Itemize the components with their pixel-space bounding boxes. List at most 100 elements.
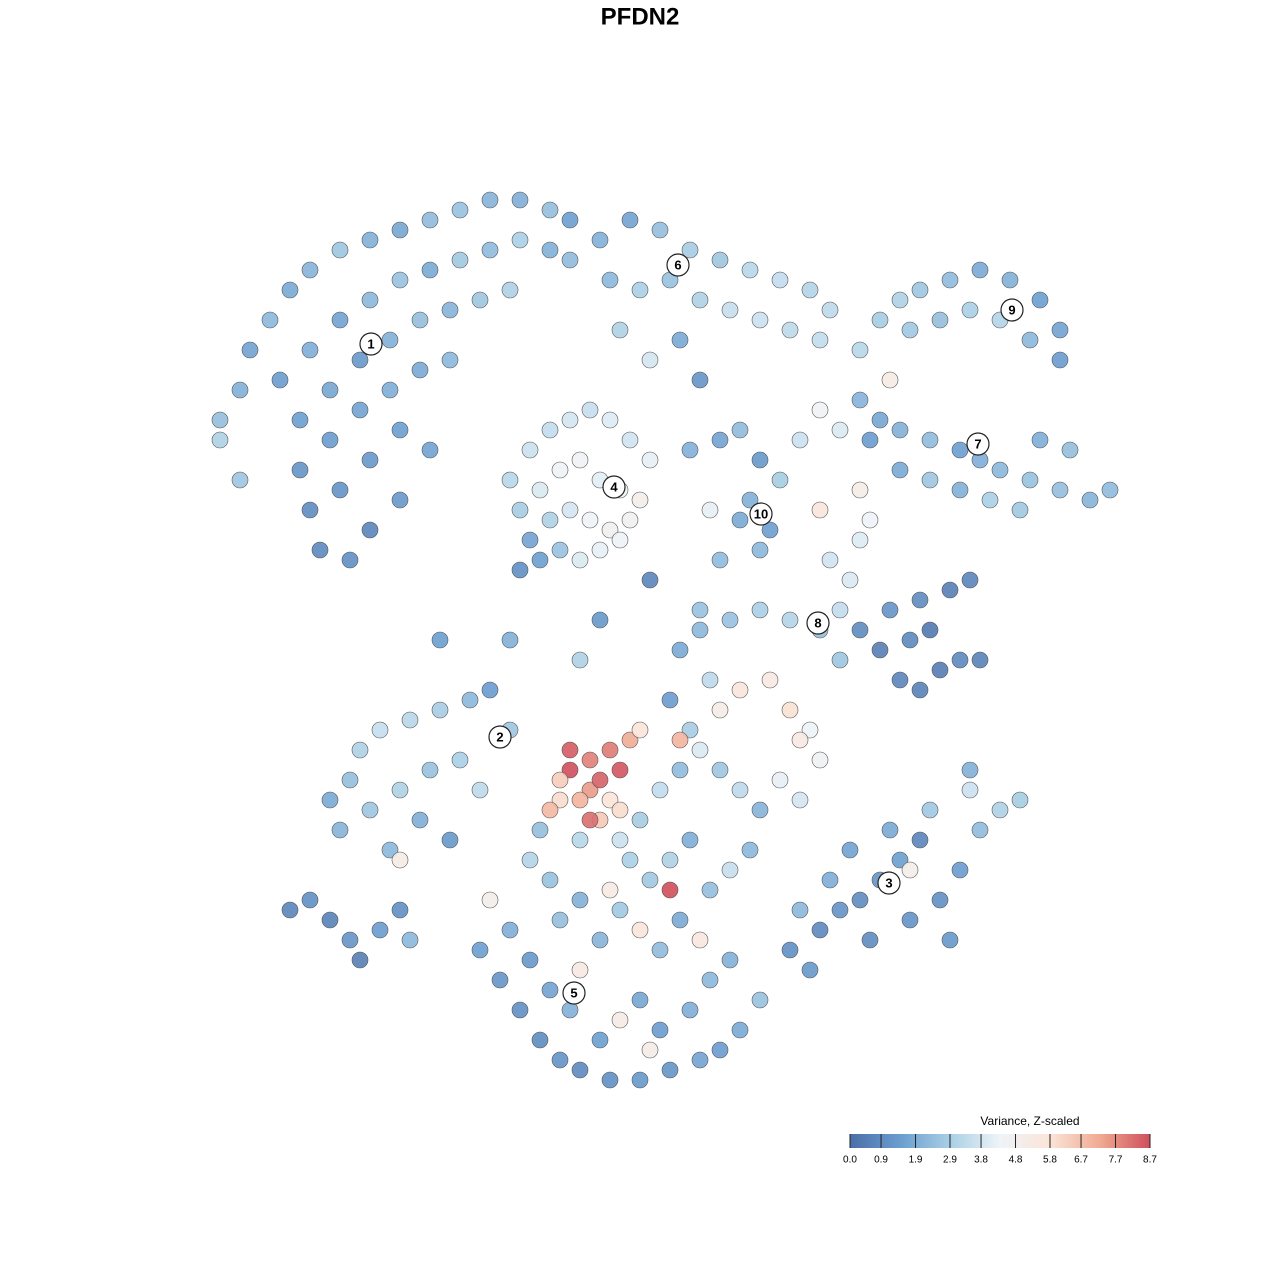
- cell-point: [451, 201, 469, 219]
- cell-point: [641, 1041, 659, 1059]
- cell-point: [821, 551, 839, 569]
- cell-point: [521, 851, 539, 869]
- cell-point: [681, 241, 699, 259]
- chart-title: PFDN2: [601, 3, 680, 30]
- cell-point: [791, 901, 809, 919]
- cell-point: [731, 781, 749, 799]
- cell-point: [701, 671, 719, 689]
- cell-point: [551, 541, 569, 559]
- cell-point: [981, 491, 999, 509]
- cell-point: [231, 381, 249, 399]
- cell-point: [491, 971, 509, 989]
- cell-point: [871, 311, 889, 329]
- cell-point: [761, 671, 779, 689]
- cell-point: [1031, 291, 1049, 309]
- cell-point: [621, 511, 639, 529]
- cell-point: [541, 871, 559, 889]
- cell-point: [561, 501, 579, 519]
- cell-point: [631, 281, 649, 299]
- cell-point: [991, 801, 1009, 819]
- cell-point: [901, 911, 919, 929]
- cell-point: [561, 741, 579, 759]
- cell-point: [591, 1031, 609, 1049]
- cell-point: [711, 431, 729, 449]
- cluster-label-badge: [666, 253, 690, 277]
- cell-point: [601, 881, 619, 899]
- cell-point: [551, 791, 569, 809]
- cell-point: [891, 851, 909, 869]
- cell-point: [731, 681, 749, 699]
- colorbar-tick-label: 3.8: [974, 1155, 988, 1166]
- cell-point: [941, 931, 959, 949]
- cell-point: [601, 741, 619, 759]
- cell-point: [501, 921, 519, 939]
- cell-point: [1101, 481, 1119, 499]
- cell-point: [321, 431, 339, 449]
- cell-point: [621, 211, 639, 229]
- cell-point: [661, 691, 679, 709]
- cell-point: [581, 811, 599, 829]
- cell-point: [1011, 501, 1029, 519]
- cluster-label-badge: [877, 871, 901, 895]
- cell-point: [731, 421, 749, 439]
- cell-point: [391, 901, 409, 919]
- cell-point: [461, 691, 479, 709]
- cell-point: [541, 201, 559, 219]
- cell-point: [261, 311, 279, 329]
- cell-point: [961, 781, 979, 799]
- cell-point: [811, 921, 829, 939]
- cell-point: [411, 361, 429, 379]
- cell-point: [1051, 351, 1069, 369]
- cell-point: [441, 831, 459, 849]
- cell-point: [511, 501, 529, 519]
- cell-point: [611, 761, 629, 779]
- cell-point: [921, 621, 939, 639]
- cell-point: [481, 241, 499, 259]
- cell-point: [941, 581, 959, 599]
- cell-point: [621, 851, 639, 869]
- cell-point: [661, 1061, 679, 1079]
- cluster-label: 8: [806, 611, 830, 635]
- cell-point: [821, 871, 839, 889]
- cell-point: [741, 491, 759, 509]
- cluster-label-text: 2: [496, 729, 503, 744]
- cell-point: [561, 761, 579, 779]
- cluster-label-text: 4: [610, 479, 618, 494]
- cell-point: [781, 701, 799, 719]
- cluster-label: 6: [666, 253, 690, 277]
- cell-point: [581, 401, 599, 419]
- cell-point: [711, 701, 729, 719]
- cell-point: [861, 931, 879, 949]
- cell-point: [751, 451, 769, 469]
- cell-point: [331, 821, 349, 839]
- cell-point: [891, 421, 909, 439]
- cell-point: [401, 931, 419, 949]
- cell-point: [1061, 441, 1079, 459]
- cell-point: [431, 701, 449, 719]
- cell-point: [531, 481, 549, 499]
- cell-point: [571, 651, 589, 669]
- cell-point: [631, 721, 649, 739]
- cluster-label-text: 1: [367, 336, 374, 351]
- cell-point: [961, 301, 979, 319]
- cell-point: [951, 861, 969, 879]
- cluster-label: 7: [966, 432, 990, 456]
- cell-point: [321, 791, 339, 809]
- cell-point: [441, 351, 459, 369]
- cell-point: [471, 941, 489, 959]
- cluster-label-text: 3: [885, 875, 892, 890]
- cell-point: [611, 531, 629, 549]
- cell-point: [591, 231, 609, 249]
- cell-point: [941, 271, 959, 289]
- cell-point: [901, 321, 919, 339]
- cell-point: [661, 851, 679, 869]
- cell-point: [581, 511, 599, 529]
- cell-point: [951, 481, 969, 499]
- cell-point: [641, 451, 659, 469]
- cell-point: [1011, 791, 1029, 809]
- cell-point: [741, 841, 759, 859]
- cell-point: [321, 911, 339, 929]
- cell-point: [671, 331, 689, 349]
- cell-point: [411, 311, 429, 329]
